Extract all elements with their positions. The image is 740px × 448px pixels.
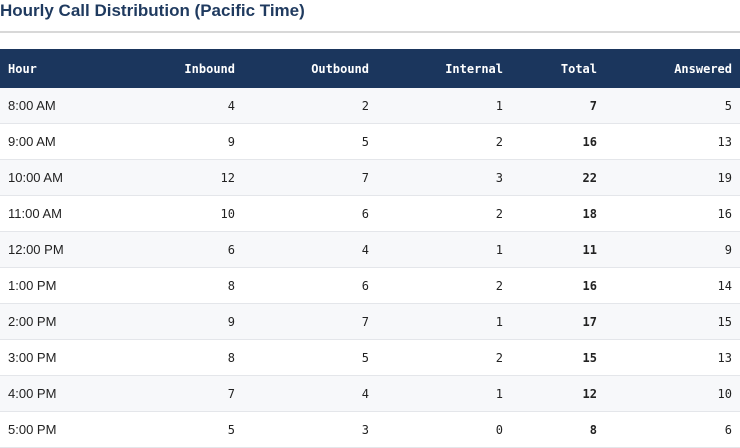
hour-cell: 11:00 AM [0,195,120,232]
count-cell: 11 [511,231,605,268]
count-cell: 7 [243,303,377,340]
count-cell: 5 [243,123,377,160]
count-cell: 16 [605,195,740,232]
table-row: 9:00 AM 9 5 2 16 13 [0,123,740,160]
count-cell: 4 [243,231,377,268]
column-header: Internal [377,49,511,88]
table-row: 10:00 AM 12 7 3 22 19 [0,159,740,196]
hour-cell: 2:00 PM [0,303,120,340]
count-cell: 7 [243,159,377,196]
hour-cell: 4:00 PM [0,375,120,412]
count-cell: 8 [120,267,243,304]
count-cell: 17 [511,303,605,340]
count-cell: 2 [377,195,511,232]
count-cell: 2 [377,339,511,376]
column-header: Hour [0,49,120,88]
count-cell: 6 [120,231,243,268]
count-cell: 18 [511,195,605,232]
hour-cell: 1:00 PM [0,267,120,304]
count-cell: 2 [377,123,511,160]
header-row: Hour Inbound Outbound Internal Total Answered [0,49,740,88]
column-header: Outbound [243,49,377,88]
count-cell: 6 [605,411,740,448]
table-row: 12:00 PM 6 4 1 11 9 [0,231,740,268]
table-row: 5:00 PM 5 3 0 8 6 [0,411,740,448]
call-table: Hour Inbound Outbound Internal Total Answered… [0,49,740,448]
count-cell: 9 [120,303,243,340]
count-cell: 5 [605,88,740,124]
table-row: 3:00 PM 8 5 2 15 13 [0,339,740,376]
count-cell: 10 [605,375,740,412]
count-cell: 10 [120,195,243,232]
count-cell: 12 [120,159,243,196]
hour-cell: 9:00 AM [0,123,120,160]
count-cell: 16 [511,267,605,304]
count-cell: 3 [377,159,511,196]
count-cell: 2 [377,267,511,304]
hour-cell: 12:00 PM [0,231,120,268]
count-cell: 9 [605,231,740,268]
count-cell: 1 [377,303,511,340]
count-cell: 5 [243,339,377,376]
count-cell: 22 [511,159,605,196]
column-header: Total [511,49,605,88]
count-cell: 16 [511,123,605,160]
table-row: 8:00 AM 4 2 1 7 5 [0,88,740,124]
column-header: Answered [605,49,740,88]
hour-cell: 8:00 AM [0,88,120,124]
count-cell: 3 [243,411,377,448]
count-cell: 1 [377,231,511,268]
count-cell: 15 [605,303,740,340]
count-cell: 12 [511,375,605,412]
page-title: Hourly Call Distribution (Pacific Time) [0,0,740,33]
count-cell: 7 [511,88,605,124]
count-cell: 1 [377,88,511,124]
hour-cell: 5:00 PM [0,411,120,448]
count-cell: 7 [120,375,243,412]
count-cell: 8 [511,411,605,448]
count-cell: 0 [377,411,511,448]
count-cell: 8 [120,339,243,376]
column-header: Inbound [120,49,243,88]
table-row: 1:00 PM 8 6 2 16 14 [0,267,740,304]
count-cell: 13 [605,339,740,376]
table-row: 11:00 AM 10 6 2 18 16 [0,195,740,232]
count-cell: 6 [243,267,377,304]
count-cell: 4 [243,375,377,412]
count-cell: 1 [377,375,511,412]
count-cell: 4 [120,88,243,124]
table-row: 2:00 PM 9 7 1 17 15 [0,303,740,340]
count-cell: 19 [605,159,740,196]
count-cell: 13 [605,123,740,160]
count-cell: 15 [511,339,605,376]
table-row: 4:00 PM 7 4 1 12 10 [0,375,740,412]
count-cell: 5 [120,411,243,448]
count-cell: 2 [243,88,377,124]
hour-cell: 3:00 PM [0,339,120,376]
count-cell: 9 [120,123,243,160]
count-cell: 14 [605,267,740,304]
hour-cell: 10:00 AM [0,159,120,196]
count-cell: 6 [243,195,377,232]
